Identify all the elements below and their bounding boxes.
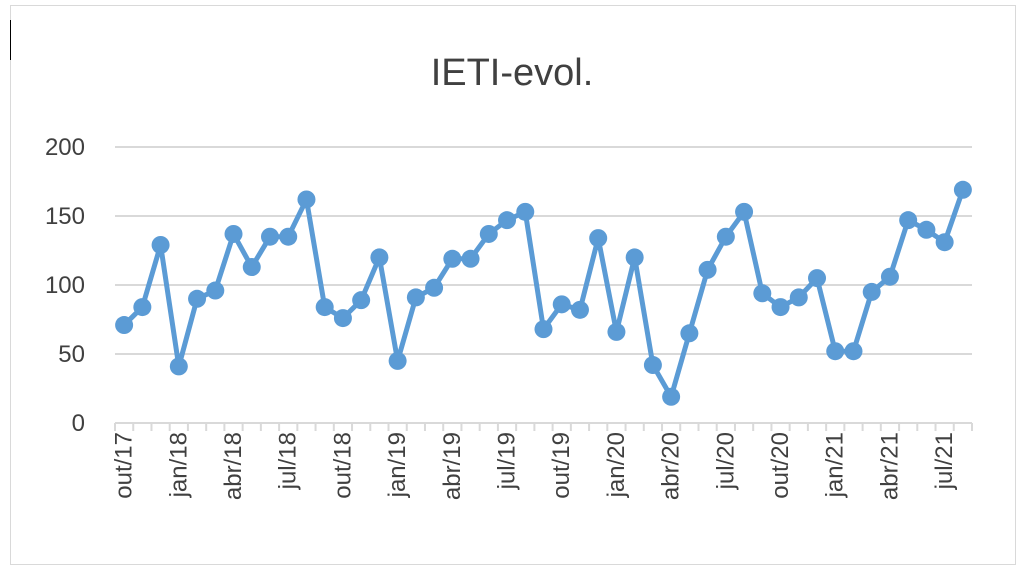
data-point xyxy=(333,309,352,328)
data-point xyxy=(461,249,480,268)
y-tick-label: 0 xyxy=(72,410,85,437)
data-point xyxy=(443,249,462,268)
data-point xyxy=(953,180,972,199)
data-point xyxy=(151,235,170,254)
x-tick-label: abr/21 xyxy=(876,432,903,500)
x-tick-label: jan/18 xyxy=(165,432,192,498)
x-tick-label: out/20 xyxy=(767,432,794,499)
y-axis-tick-labels: 0 50 100 150 200 xyxy=(45,134,85,437)
x-tick-label: abr/19 xyxy=(439,432,466,500)
data-point xyxy=(388,351,407,370)
series-ieti xyxy=(115,180,972,406)
x-tick-label: jan/19 xyxy=(384,432,411,498)
data-point xyxy=(862,282,881,301)
x-tick-label: abr/18 xyxy=(220,432,247,500)
data-point xyxy=(552,295,571,314)
data-point xyxy=(534,320,553,339)
data-point xyxy=(315,298,334,317)
x-tick-label: jan/21 xyxy=(822,432,849,498)
data-point xyxy=(479,224,498,243)
x-tick-label: out/18 xyxy=(329,432,356,499)
data-point xyxy=(133,298,152,317)
data-point xyxy=(826,342,845,361)
chart-title: IETI-evol. xyxy=(430,52,594,94)
data-point xyxy=(698,260,717,279)
data-point xyxy=(206,281,225,300)
data-point xyxy=(169,357,188,376)
data-point xyxy=(808,269,827,288)
data-point xyxy=(406,288,425,307)
data-point xyxy=(735,202,754,221)
frame-edge-mark xyxy=(10,20,11,60)
y-tick-label: 50 xyxy=(58,341,85,368)
data-point xyxy=(516,202,535,221)
x-tick-label: jul/21 xyxy=(931,432,958,490)
y-tick-label: 150 xyxy=(45,203,85,230)
x-tick-label: jul/20 xyxy=(712,432,739,490)
x-tick-label: abr/20 xyxy=(658,432,685,500)
data-point xyxy=(260,227,279,246)
data-point xyxy=(297,190,316,209)
data-point xyxy=(844,342,863,361)
data-point xyxy=(498,211,517,230)
x-tick-label: jan/20 xyxy=(603,432,630,498)
x-tick-label: jul/19 xyxy=(494,432,521,490)
data-point xyxy=(753,284,772,303)
data-point xyxy=(589,229,608,248)
data-point xyxy=(625,248,644,267)
series-line xyxy=(122,188,966,400)
y-tick-label: 200 xyxy=(45,134,85,161)
data-point xyxy=(607,322,626,341)
data-point xyxy=(771,298,790,317)
data-point xyxy=(716,227,735,246)
data-point xyxy=(643,356,662,375)
data-point xyxy=(242,258,261,277)
data-point xyxy=(425,278,444,297)
data-point xyxy=(570,300,589,319)
x-tick-label: out/17 xyxy=(111,432,138,499)
data-point xyxy=(899,211,918,230)
x-tick-label: out/19 xyxy=(548,432,575,499)
x-tick-label: jul/18 xyxy=(275,432,302,490)
y-tick-label: 100 xyxy=(45,272,85,299)
data-point xyxy=(880,267,899,286)
data-point xyxy=(662,387,681,406)
data-point xyxy=(115,316,134,335)
data-point xyxy=(224,224,243,243)
data-point xyxy=(352,291,371,310)
data-point xyxy=(680,324,699,343)
data-point xyxy=(370,248,389,267)
data-point xyxy=(917,220,936,239)
data-point xyxy=(188,289,207,308)
data-point xyxy=(279,227,298,246)
data-point xyxy=(789,288,808,307)
x-axis: out/17 jan/18 abr/18 jul/18 out/18 jan/19 abr/… xyxy=(111,422,973,500)
data-point xyxy=(935,233,954,252)
